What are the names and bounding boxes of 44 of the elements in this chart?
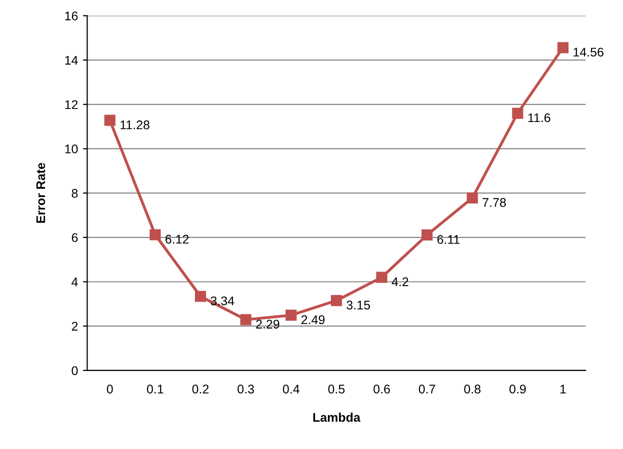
x-tick-label: 0.9 <box>509 384 526 394</box>
point <box>330 295 342 306</box>
point <box>194 290 206 302</box>
x-tick-label: 0 <box>106 384 113 394</box>
x-tick-label: 0.1 <box>146 384 164 394</box>
x-tick-label: 0.7 <box>418 384 436 394</box>
y-tick-label: 16 <box>65 12 78 20</box>
x-tick-label: 0.8 <box>464 384 480 394</box>
x-tick-label: 0.6 <box>374 384 390 394</box>
data-label: 2.29 <box>256 320 280 329</box>
point <box>512 108 524 119</box>
x-tick-label: 0.3 <box>238 384 254 394</box>
y-tick-label: 8 <box>72 188 78 198</box>
y-tick-label: 2 <box>72 322 78 331</box>
point <box>376 272 388 283</box>
x-tick-label: 1 <box>560 384 566 394</box>
y-tick-label: 10 <box>65 144 78 154</box>
data-label: 14.56 <box>574 48 604 57</box>
data-label: 11.6 <box>528 113 550 122</box>
point <box>466 192 478 204</box>
point <box>150 229 161 240</box>
y-tick-label: 4 <box>72 278 78 286</box>
x-tick-label: 0.2 <box>192 384 209 394</box>
point <box>286 310 297 321</box>
data-label: 11.28 <box>120 120 150 130</box>
x-axis-title: Lambda <box>313 412 360 422</box>
y-axis-title: Error Rate <box>36 162 46 223</box>
x-tick-label: 0.4 <box>282 384 300 394</box>
y-tick-label: 0 <box>72 366 78 376</box>
data-label: 6.12 <box>166 234 189 244</box>
data-label: 4.2 <box>392 277 408 286</box>
data-label: 2.49 <box>301 315 325 324</box>
point <box>240 314 252 326</box>
y-tick-label: 12 <box>65 100 78 109</box>
data-label: 3.15 <box>346 300 370 310</box>
y-tick-label: 6 <box>72 233 78 242</box>
y-tick-label: 14 <box>65 56 78 65</box>
x-tick-label: 0.5 <box>328 384 345 394</box>
point <box>557 42 569 54</box>
data-label: 7.78 <box>482 198 506 207</box>
point <box>104 114 116 126</box>
point <box>421 229 433 241</box>
data-label: 3.34 <box>210 296 234 306</box>
data-label: 6.11 <box>437 235 460 244</box>
